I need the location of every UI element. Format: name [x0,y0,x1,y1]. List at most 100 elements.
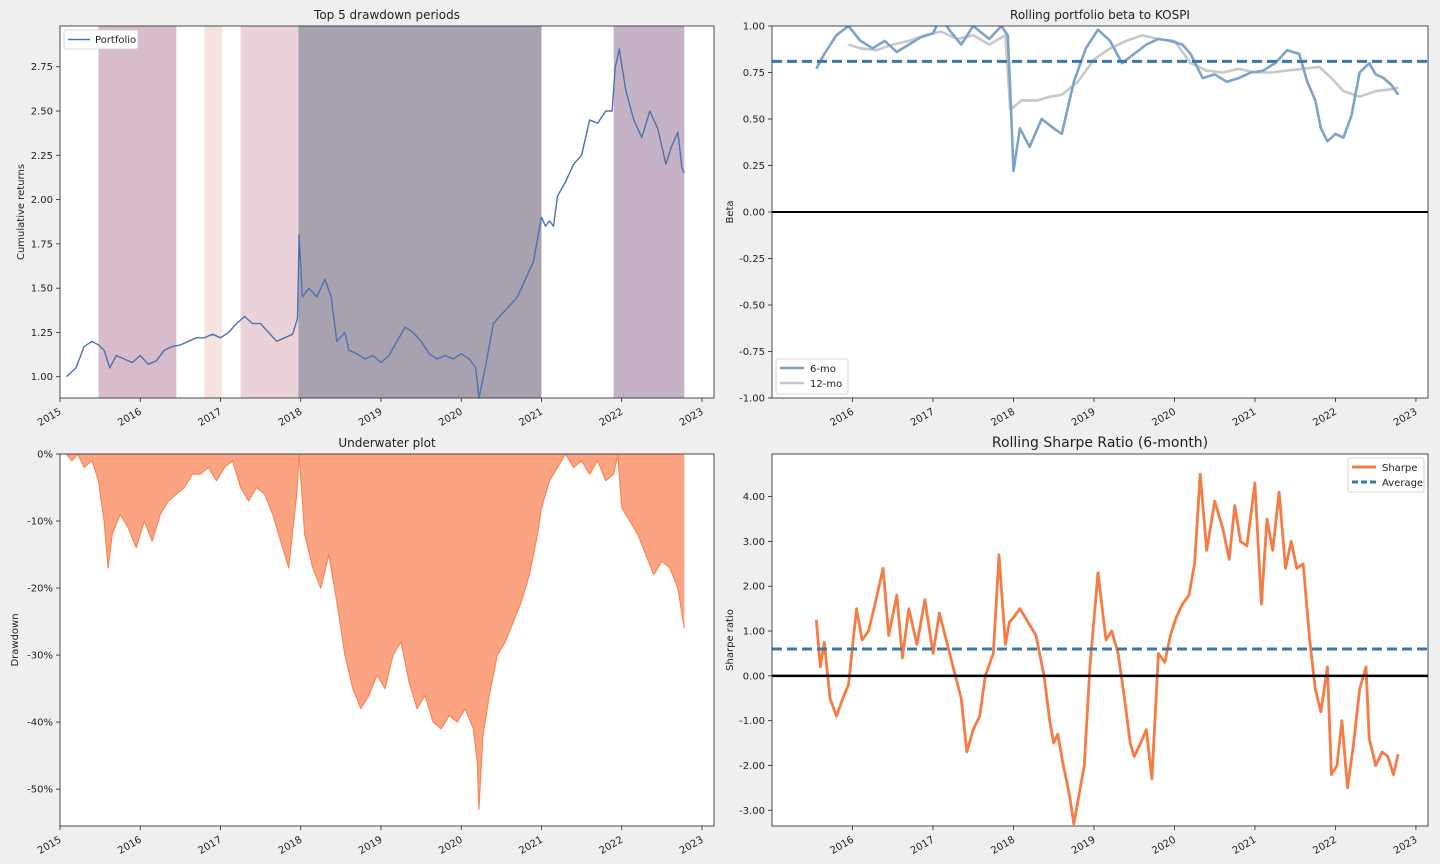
y-tick-label: 0.00 [743,208,765,219]
panel-rolling-sharpe: 2016 2017 2018 2019 2020 2021 2022 2023 -3.00 -2.… [725,435,1429,857]
legend-label-12mo: 12-mo [810,379,842,390]
legend-3: Sharpe Average [1347,457,1425,493]
y-tick-label: 1.00 [31,372,53,383]
x-tick-label: 2017 [909,407,937,429]
x-tick-label: 2022 [1311,407,1339,429]
y-tick-label: -3.00 [739,806,765,817]
y-tick-label: -10% [27,517,53,528]
x-tick-label: 2015 [36,835,64,857]
legend-label-sharpe: Sharpe [1382,463,1417,474]
plot-frame-3 [771,453,1429,827]
x-tick-label: 2022 [598,835,626,857]
y-axis-label-3: Sharpe ratio [725,609,736,671]
y-tick-label: 0.00 [743,671,765,682]
panel-underwater: 2015 2016 2017 2018 2019 2020 2021 2022 2023 0% -1… [10,436,715,857]
y-tick-label: -50% [27,785,53,796]
chart-title-0: Top 5 drawdown periods [313,8,460,22]
series-line-sharpe [814,472,1400,826]
plot-frame-0 [59,25,715,399]
x-tick-label: 2021 [517,407,545,429]
x-tick-label: 2018 [277,835,305,857]
drawdown-line [65,454,685,810]
legend-1: 6-mo 12-mo [775,358,849,395]
y-tick-label: 1.25 [31,328,53,339]
y-tick-label: 2.00 [743,582,765,593]
y-tick-label: -2.00 [739,761,765,772]
x-tick-label: 2023 [1392,835,1420,857]
y-axis-label-0: Cumulative returns [16,164,27,260]
y-tick-label: 0.25 [743,161,765,172]
y-tick-label: -0.50 [739,301,765,312]
x-tick-label: 2016 [116,835,144,857]
y-tick-label: 4.00 [743,492,765,503]
y-tick-label: 0.50 [743,115,765,126]
y-tick-label: 1.00 [743,22,765,33]
x-tick-label: 2018 [989,407,1017,429]
drawdown-band [298,26,542,398]
x-tick-label: 2015 [36,407,64,429]
x-tick-label: 2023 [678,407,706,429]
y-tick-label: 0% [37,450,53,461]
series-line-12mo [848,30,1399,111]
x-tick-label: 2019 [357,407,385,429]
x-tick-label: 2017 [196,835,224,857]
x-tick-label: 2020 [437,835,465,857]
y-tick-label: -30% [27,651,53,662]
y-tick-label: -0.25 [739,254,765,265]
series-line-portfolio [65,48,685,398]
x-tick-label: 2022 [1311,835,1339,857]
panel-top5-drawdown: 2015 2016 2017 2018 2019 2020 2021 2022 2023 1.00… [16,8,715,429]
y-tick-label: 1.00 [743,627,765,638]
y-tick-label: 2.75 [31,62,53,73]
drawdown-band [204,26,223,398]
drawdown-band [98,26,177,398]
legend-0: Portfolio [63,29,139,50]
x-tick-label: 2021 [1231,407,1259,429]
chart-title-2: Underwater plot [338,436,436,450]
x-tick-label: 2016 [828,835,856,857]
y-tick-label: -1.00 [739,394,765,405]
x-tick-label: 2021 [1231,835,1259,857]
x-tick-label: 2016 [116,407,144,429]
y-tick-label: -0.75 [739,347,765,358]
y-tick-label: 0.75 [743,68,765,79]
x-tick-label: 2020 [437,407,465,429]
y-tick-label: 2.50 [31,107,53,118]
y-tick-label: 2.25 [31,151,53,162]
x-tick-label: 2021 [517,835,545,857]
y-tick-label: 1.50 [31,284,53,295]
x-tick-label: 2016 [828,407,856,429]
x-tick-label: 2019 [357,835,385,857]
chart-title-3: Rolling Sharpe Ratio (6-month) [992,435,1208,451]
x-tick-label: 2018 [989,835,1017,857]
x-tick-label: 2017 [196,407,224,429]
y-tick-label: 2.00 [31,195,53,206]
y-tick-label: -20% [27,584,53,595]
y-axis-label-2: Drawdown [10,613,21,666]
x-tick-label: 2018 [277,407,305,429]
plot-frame-2 [59,453,715,827]
y-tick-label: -1.00 [739,716,765,727]
x-tick-label: 2022 [598,407,626,429]
plot-area-3 [772,454,1428,826]
x-tick-label: 2019 [1070,835,1098,857]
panel-rolling-beta: 2016 2017 2018 2019 2020 2021 2022 2023 -1.00 -0.… [725,8,1429,429]
legend-label-6mo: 6-mo [810,364,836,375]
drawdown-area [66,454,685,810]
y-tick-label: 1.75 [31,239,53,250]
chart-title-1: Rolling portfolio beta to KOSPI [1010,8,1190,22]
y-axis-label-1: Beta [725,200,736,223]
legend-label-portfolio: Portfolio [95,35,136,46]
y-tick-label: 3.00 [743,537,765,548]
x-tick-label: 2017 [909,835,937,857]
x-tick-label: 2023 [1392,407,1420,429]
drawdown-band [240,26,299,398]
x-tick-label: 2019 [1070,407,1098,429]
series-line-6mo [815,26,1400,173]
x-tick-label: 2020 [1150,835,1178,857]
x-tick-label: 2020 [1150,407,1178,429]
legend-label-average: Average [1382,478,1423,489]
x-tick-label: 2023 [678,835,706,857]
y-tick-label: -40% [27,718,53,729]
